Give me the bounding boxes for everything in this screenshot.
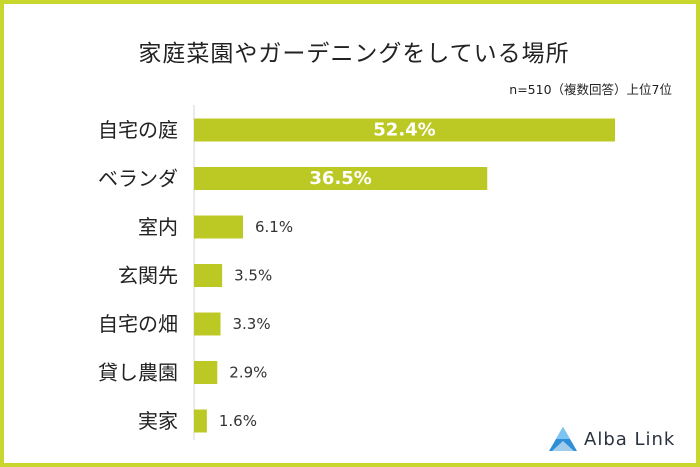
value-label: 2.9%	[229, 364, 267, 382]
chart-title: 家庭菜園やガーデニングをしている場所	[138, 41, 570, 67]
category-label: 室内	[138, 215, 178, 239]
value-label: 6.1%	[255, 218, 293, 236]
brand-logo: Alba Link	[548, 424, 675, 454]
category-label: ベランダ	[98, 167, 178, 191]
alba-link-logo-icon	[549, 427, 577, 451]
bar	[194, 361, 218, 384]
value-label: 36.5%	[309, 168, 371, 189]
value-label: 3.3%	[233, 315, 271, 333]
category-label: 自宅の庭	[98, 118, 178, 142]
bar	[194, 215, 244, 239]
bar	[194, 312, 221, 336]
category-label: 玄関先	[118, 264, 178, 288]
value-label: 1.6%	[219, 412, 257, 430]
brand-name: Alba Link	[584, 428, 676, 450]
category-label: 自宅の畑	[98, 312, 178, 336]
category-label: 貸し農園	[98, 361, 178, 385]
bar	[194, 167, 488, 190]
value-label: 52.4%	[373, 120, 435, 141]
value-label: 3.5%	[234, 267, 272, 285]
bar	[194, 118, 615, 142]
bar	[194, 264, 223, 287]
category-label: 実家	[138, 409, 178, 433]
sample-note: n=510（複数回答）上位7位	[509, 82, 672, 97]
bar	[194, 409, 207, 433]
